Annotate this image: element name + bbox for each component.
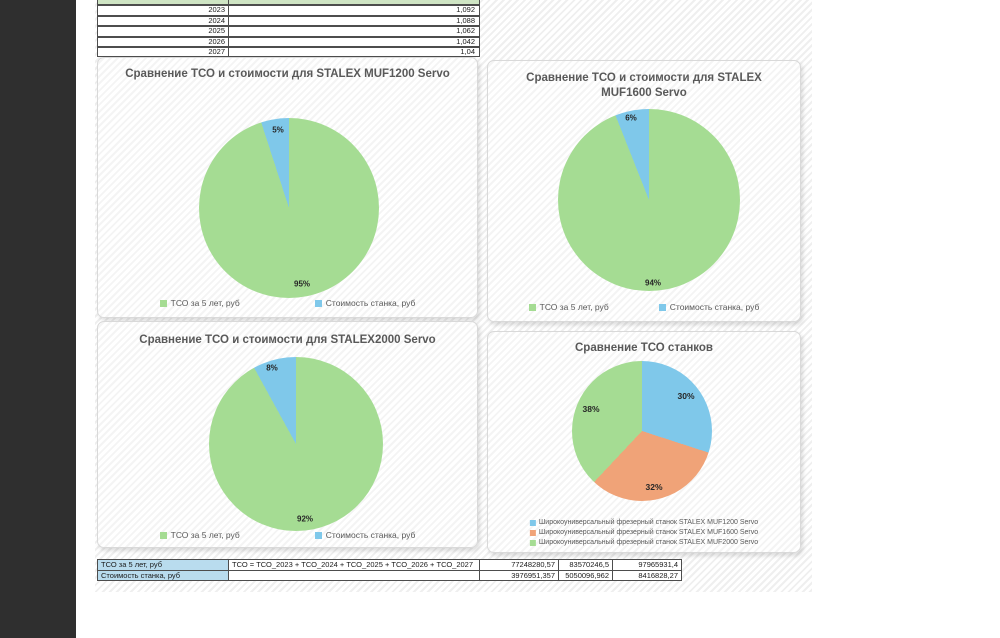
chart-legend: ТСО за 5 лет, руб Стоимость станка, руб	[98, 530, 477, 540]
legend-item: ТСО за 5 лет, руб	[159, 298, 240, 308]
legend-label: ТСО за 5 лет, руб	[170, 298, 240, 308]
chart-panel-muf1200[interactable]: Сравнение ТСО и стоимости для STALEX MUF…	[97, 57, 478, 318]
header-cell[interactable]	[229, 0, 479, 4]
value-cell[interactable]: 77248280,57	[480, 560, 559, 570]
table-row: 2026 1,042	[97, 36, 480, 47]
chart-legend: ТСО за 5 лет, руб Стоимость станка, руб	[488, 302, 800, 312]
value-cell[interactable]: 83570246,5	[559, 560, 613, 570]
formula-cell[interactable]: ТСО = ТСО_2023 + ТСО_2024 + ТСО_2025 + Т…	[229, 560, 480, 570]
value-cell[interactable]: 1,088	[456, 15, 475, 25]
formula-cell[interactable]	[229, 570, 480, 580]
legend-label: Широкоуниверсальный фрезерный станок STA…	[538, 519, 759, 526]
table-row: ТСО за 5 лет, руб ТСО = ТСО_2023 + ТСО_2…	[97, 559, 682, 571]
legend-item: Стоимость станка, руб	[658, 302, 760, 312]
pie-chart-muf1600	[558, 109, 740, 291]
pie-slice-label: 32%	[645, 482, 663, 492]
legend-label: Широкоуниверсальный фрезерный станок STA…	[538, 539, 759, 546]
value-cell[interactable]: 97965931,4	[638, 560, 678, 569]
pie-chart-muf1200	[199, 118, 379, 298]
value-cell[interactable]: 1,04	[460, 46, 475, 56]
table-header-row[interactable]	[97, 0, 480, 6]
legend-item: ТСО за 5 лет, руб	[159, 530, 240, 540]
chart-title: Сравнение ТСО и стоимости для STALEX MUF…	[125, 68, 450, 80]
chart-panel-muf1600[interactable]: Сравнение ТСО и стоимости для STALEX MUF…	[487, 60, 801, 322]
table-row: Стоимость станка, руб 3976951,357 505009…	[97, 569, 682, 581]
pie-slice-label: 94%	[644, 278, 662, 288]
table-row: 2024 1,088	[97, 15, 480, 27]
legend-swatch-green	[159, 531, 167, 539]
legend-item: Стоимость станка, руб	[314, 530, 416, 540]
legend-swatch-blue	[314, 299, 322, 307]
legend-item: Широкоуниверсальный фрезерный станок STA…	[529, 539, 759, 546]
value-cell[interactable]: 1,092	[456, 5, 475, 15]
chart-title: Сравнение ТСО и стоимости для STALEX MUF…	[526, 72, 762, 99]
pie-slice-label: 6%	[625, 113, 637, 123]
table-row: 2025 1,062	[97, 26, 480, 37]
pie-slice-label: 92%	[296, 514, 314, 524]
pie-slice-label: 8%	[266, 363, 278, 373]
value-cell[interactable]: 8416828,27	[638, 570, 678, 580]
pie-slice-label: 30%	[677, 391, 695, 401]
year-value-table: 2023 1,092 2024 1,088 2025 1,062 2026 1,…	[97, 0, 480, 58]
pie-chart-tco-comparison	[572, 361, 712, 501]
value-cell[interactable]: 3976951,357	[480, 570, 559, 580]
header-cell[interactable]	[98, 0, 229, 5]
legend-label: Широкоуниверсальный фрезерный станок STA…	[538, 529, 759, 536]
year-cell[interactable]: 2023	[98, 5, 229, 15]
legend-item: ТСО за 5 лет, руб	[528, 302, 609, 312]
legend-swatch-blue	[529, 519, 536, 526]
value-cell[interactable]: 1,062	[456, 26, 475, 36]
pie-chart-stalex2000	[209, 357, 383, 531]
legend-label: Стоимость станка, руб	[669, 302, 760, 312]
value-cell[interactable]: 1,042	[456, 36, 475, 46]
chart-legend: ТСО за 5 лет, руб Стоимость станка, руб	[98, 298, 477, 308]
pie-slice-label: 95%	[293, 279, 311, 289]
legend-swatch-green	[159, 299, 167, 307]
legend-label: ТСО за 5 лет, руб	[539, 302, 609, 312]
year-cell[interactable]: 2027	[98, 47, 229, 57]
legend-swatch-blue	[658, 303, 666, 311]
pie-slice-label: 38%	[582, 404, 600, 414]
value-cell[interactable]: 5050096,962	[559, 570, 613, 580]
year-cell[interactable]: 2025	[98, 26, 229, 36]
legend-swatch-green	[529, 539, 536, 546]
year-cell[interactable]: 2024	[98, 16, 229, 26]
legend-swatch-green	[528, 303, 536, 311]
legend-label: ТСО за 5 лет, руб	[170, 530, 240, 540]
legend-item: Стоимость станка, руб	[314, 298, 416, 308]
dark-sidebar	[0, 0, 76, 638]
chart-panel-tco-comparison[interactable]: Сравнение ТСО станков 30% 32% 38% Широко…	[487, 331, 801, 553]
table-row: 2027 1,04	[97, 46, 480, 58]
pie-slice-label: 5%	[272, 125, 284, 135]
legend-label: Стоимость станка, руб	[325, 530, 416, 540]
row-label-cell[interactable]: ТСО за 5 лет, руб	[98, 560, 229, 570]
legend-item: Широкоуниверсальный фрезерный станок STA…	[529, 519, 759, 526]
legend-item: Широкоуниверсальный фрезерный станок STA…	[529, 529, 759, 536]
legend-swatch-orange	[529, 529, 536, 536]
table-row: 2023 1,092	[97, 5, 480, 16]
year-cell[interactable]: 2026	[98, 37, 229, 46]
chart-title: Сравнение ТСО станков	[575, 342, 713, 354]
chart-legend: Широкоуниверсальный фрезерный станок STA…	[529, 519, 759, 546]
chart-title: Сравнение ТСО и стоимости для STALEX2000…	[139, 334, 436, 346]
summary-table: ТСО за 5 лет, руб ТСО = ТСО_2023 + ТСО_2…	[97, 559, 682, 581]
legend-label: Стоимость станка, руб	[325, 298, 416, 308]
chart-panel-stalex2000[interactable]: Сравнение ТСО и стоимости для STALEX2000…	[97, 321, 478, 548]
row-label-cell[interactable]: Стоимость станка, руб	[98, 570, 229, 580]
legend-swatch-blue	[314, 531, 322, 539]
